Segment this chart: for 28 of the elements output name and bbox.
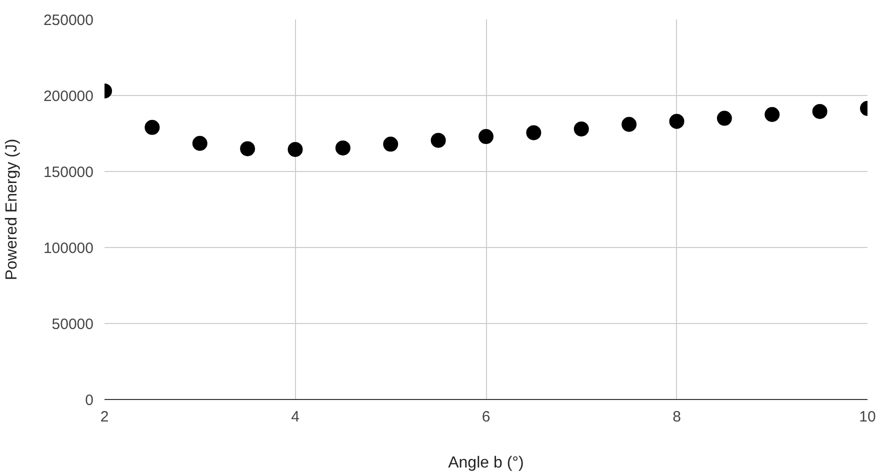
point xyxy=(335,140,350,156)
y-tick-label: 50000 xyxy=(52,316,94,333)
x-tick-label: 10 xyxy=(859,408,876,426)
point xyxy=(622,116,637,132)
point xyxy=(574,121,589,136)
point xyxy=(669,114,684,129)
point xyxy=(812,104,828,119)
x-tick-label: 8 xyxy=(672,408,681,426)
point xyxy=(240,141,256,156)
point xyxy=(478,129,494,144)
point xyxy=(716,110,732,126)
y-tick-label: 100000 xyxy=(43,240,94,257)
y-tick-label: 200000 xyxy=(43,88,94,105)
y-tick-label: 0 xyxy=(85,392,94,409)
point xyxy=(144,120,160,135)
x-tick-label: 6 xyxy=(482,408,490,426)
point xyxy=(288,142,303,157)
x-tick-label: 4 xyxy=(291,408,300,426)
y-tick-label: 250000 xyxy=(43,12,94,29)
point xyxy=(192,136,208,151)
y-axis-title: Powered Energy (J) xyxy=(3,138,20,280)
point xyxy=(526,125,542,140)
point xyxy=(764,107,780,122)
x-tick-label: 2 xyxy=(100,408,109,426)
point xyxy=(430,132,446,148)
x-axis-title: Angle b (°) xyxy=(448,454,524,472)
point xyxy=(383,136,398,152)
y-tick-label: 150000 xyxy=(43,164,94,181)
